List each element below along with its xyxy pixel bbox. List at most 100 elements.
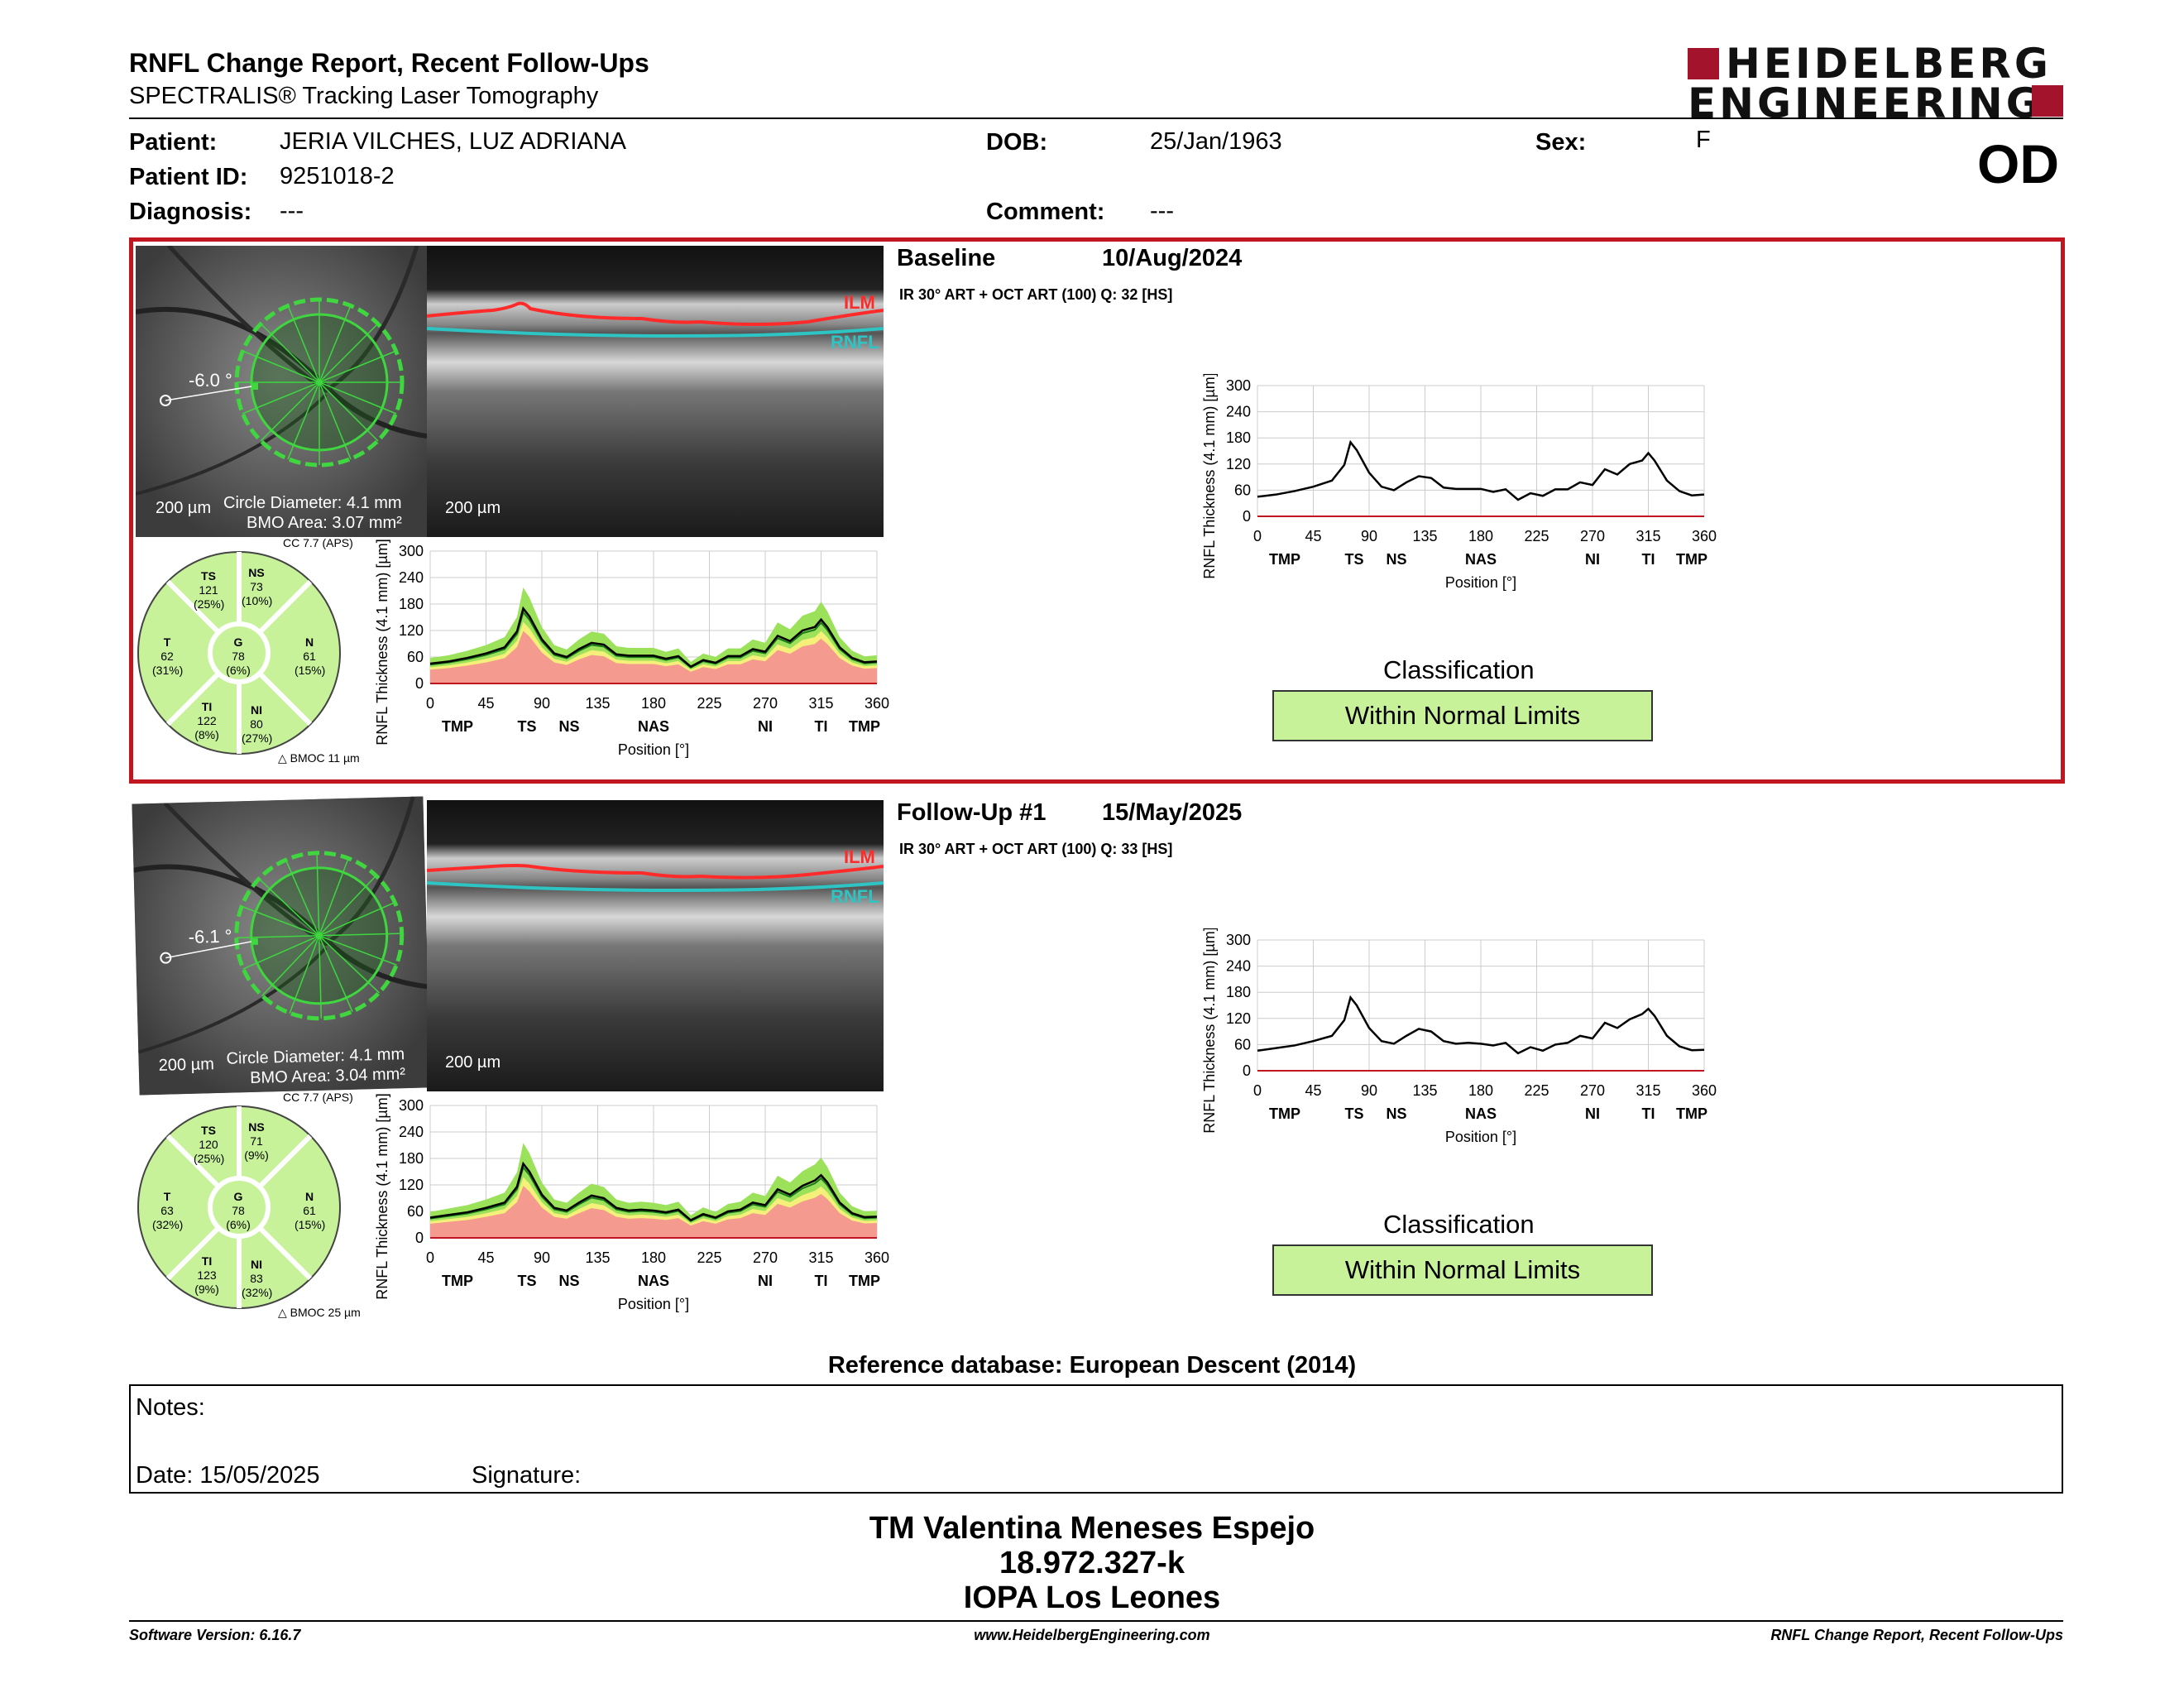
notes-label: Notes:: [136, 1394, 205, 1421]
y-tick-label: 120: [399, 1177, 424, 1193]
x-tick-label: 45: [477, 1249, 494, 1266]
x-tick-label: 315: [808, 695, 833, 712]
sector-axis-label: TI: [1642, 1105, 1655, 1122]
y-tick-label: 300: [1226, 932, 1251, 948]
x-tick-label: 0: [426, 1249, 434, 1266]
rnfl-label: RNFL: [831, 886, 879, 907]
outside-normal-band: [430, 631, 877, 683]
classification-title: Classification: [1383, 1210, 1535, 1239]
x-tick-label: 90: [1361, 1082, 1377, 1099]
fundus-graphic: [132, 796, 431, 1096]
y-axis-label: RNFL Thickness (4.1 mm) [µm]: [374, 539, 390, 746]
classification-result: Within Normal Limits: [1272, 1244, 1653, 1296]
cc-label: CC 7.7 (APS): [283, 1091, 353, 1104]
y-tick-label: 60: [1234, 482, 1251, 498]
sector-axis-label: TS: [517, 718, 536, 735]
logo-text-top: HEIDELBERG: [1726, 40, 2052, 88]
sector-axis-label: TMP: [1269, 1105, 1300, 1122]
report-subtitle: SPECTRALIS® Tracking Laser Tomography: [129, 83, 599, 109]
sector-axis-label: TMP: [1269, 551, 1300, 568]
bscan-scale: 200 µm: [445, 499, 501, 517]
bmo-area: BMO Area: 3.04 mm²: [249, 1065, 406, 1088]
y-tick-label: 300: [1226, 377, 1251, 394]
thickness-chart-with-normative: 300 240 180 120 60 00 45 90 135 180 225 270 315 360 TM…: [374, 1094, 889, 1312]
x-axis-label: Position [°]: [618, 1296, 689, 1312]
comment-value: ---: [1150, 198, 1174, 224]
signature-label: Signature:: [472, 1462, 582, 1489]
x-tick-label: 360: [1692, 1082, 1717, 1099]
x-tick-label: 315: [808, 1249, 833, 1266]
sector-axis-label: TMP: [849, 1273, 880, 1289]
fundus-image: -6.1 ° 200 µm Circle Diameter: 4.1 mm BM…: [132, 796, 431, 1096]
sector-axis-label: NAS: [638, 718, 669, 735]
diagnosis-label: Diagnosis:: [129, 199, 252, 225]
notes-date: Date: 15/05/2025: [136, 1462, 320, 1489]
sector-g: G 78 (6%): [226, 1190, 251, 1231]
y-tick-label: 240: [1226, 404, 1251, 420]
y-axis-label: RNFL Thickness (4.1 mm) [µm]: [374, 1094, 390, 1300]
sector-n: N 61 (15%): [295, 1190, 326, 1231]
bmo-area: BMO Area: 3.07 mm²: [247, 514, 402, 532]
sector-axis-label: TMP: [1676, 551, 1707, 568]
fundus-scale: 200 µm: [156, 499, 212, 517]
thickness-line: [1257, 995, 1705, 1055]
x-tick-label: 180: [641, 1249, 666, 1266]
y-tick-label: 240: [399, 569, 424, 586]
fundus-scale: 200 µm: [158, 1055, 215, 1075]
x-tick-label: 225: [697, 695, 721, 712]
y-tick-label: 240: [1226, 958, 1251, 975]
y-tick-label: 180: [399, 596, 424, 612]
oct-bscan: ILM RNFL 200 µm: [427, 800, 884, 1091]
x-tick-label: 360: [864, 1249, 889, 1266]
sector-axis-label: NS: [1386, 1105, 1406, 1122]
sector-t: T 62 (31%): [152, 635, 184, 677]
logo-text-bottom: ENGINEERING: [1688, 79, 2043, 127]
sex-label: Sex:: [1535, 129, 1587, 156]
signatory-id: 18.972.327-k: [999, 1546, 1185, 1580]
y-axis-label: RNFL Thickness (4.1 mm) [µm]: [1201, 374, 1218, 579]
sector-axis-label: NS: [1386, 551, 1406, 568]
baseline-section-frame: [129, 237, 2065, 784]
x-tick-label: 0: [1253, 528, 1262, 544]
x-axis-label: Position [°]: [1445, 574, 1516, 591]
y-tick-label: 0: [415, 1230, 424, 1246]
y-tick-label: 120: [1226, 1010, 1251, 1027]
sector-axis-label: TI: [815, 718, 828, 735]
y-tick-label: 0: [1243, 508, 1251, 525]
sector-axis-label: NI: [1585, 1105, 1600, 1122]
oct-bscan: ILM RNFL 200 µm: [427, 246, 884, 537]
x-tick-label: 135: [585, 1249, 610, 1266]
logo-square-bottom: [2032, 85, 2063, 117]
y-tick-label: 240: [399, 1124, 424, 1140]
x-tick-label: 90: [534, 695, 550, 712]
header-divider: [129, 117, 2063, 119]
bmoc-delta: △ BMOC 25 µm: [278, 1306, 361, 1319]
thickness-chart: 300 240 180 120 60 00 45 90 135 180 225 270 315 360 TM…: [1201, 374, 1717, 591]
sector-axis-label: TMP: [442, 718, 473, 735]
x-tick-label: 45: [1305, 528, 1321, 544]
patient-id-label: Patient ID:: [129, 164, 248, 190]
sector-axis-label: NS: [558, 718, 579, 735]
sector-pie-chart: [137, 551, 341, 755]
fovea-angle: -6.1 °: [188, 925, 232, 947]
y-tick-label: 180: [1226, 429, 1251, 446]
sex-value: F: [1696, 127, 1711, 153]
x-tick-label: 135: [1412, 1082, 1437, 1099]
x-tick-label: 135: [1412, 528, 1437, 544]
comment-label: Comment:: [986, 199, 1105, 225]
y-tick-label: 0: [1243, 1062, 1251, 1079]
x-tick-label: 225: [1524, 528, 1549, 544]
sector-ni: NI 80 (27%): [242, 703, 273, 745]
bmoc-delta: △ BMOC 11 µm: [278, 751, 360, 765]
y-tick-label: 180: [1226, 984, 1251, 1000]
exam-title: Baseline: [897, 245, 996, 271]
x-tick-label: 360: [864, 695, 889, 712]
y-tick-label: 180: [399, 1150, 424, 1167]
report-title: RNFL Change Report, Recent Follow-Ups: [129, 48, 649, 78]
sector-axis-label: TS: [1344, 551, 1363, 568]
sector-ni: NI 83 (32%): [242, 1258, 273, 1299]
notes-box: Notes: Date: 15/05/2025 Signature:: [129, 1384, 2063, 1494]
thickness-line: [1257, 439, 1705, 501]
sector-axis-label: NS: [558, 1273, 579, 1289]
x-axis-label: Position [°]: [1445, 1129, 1516, 1145]
